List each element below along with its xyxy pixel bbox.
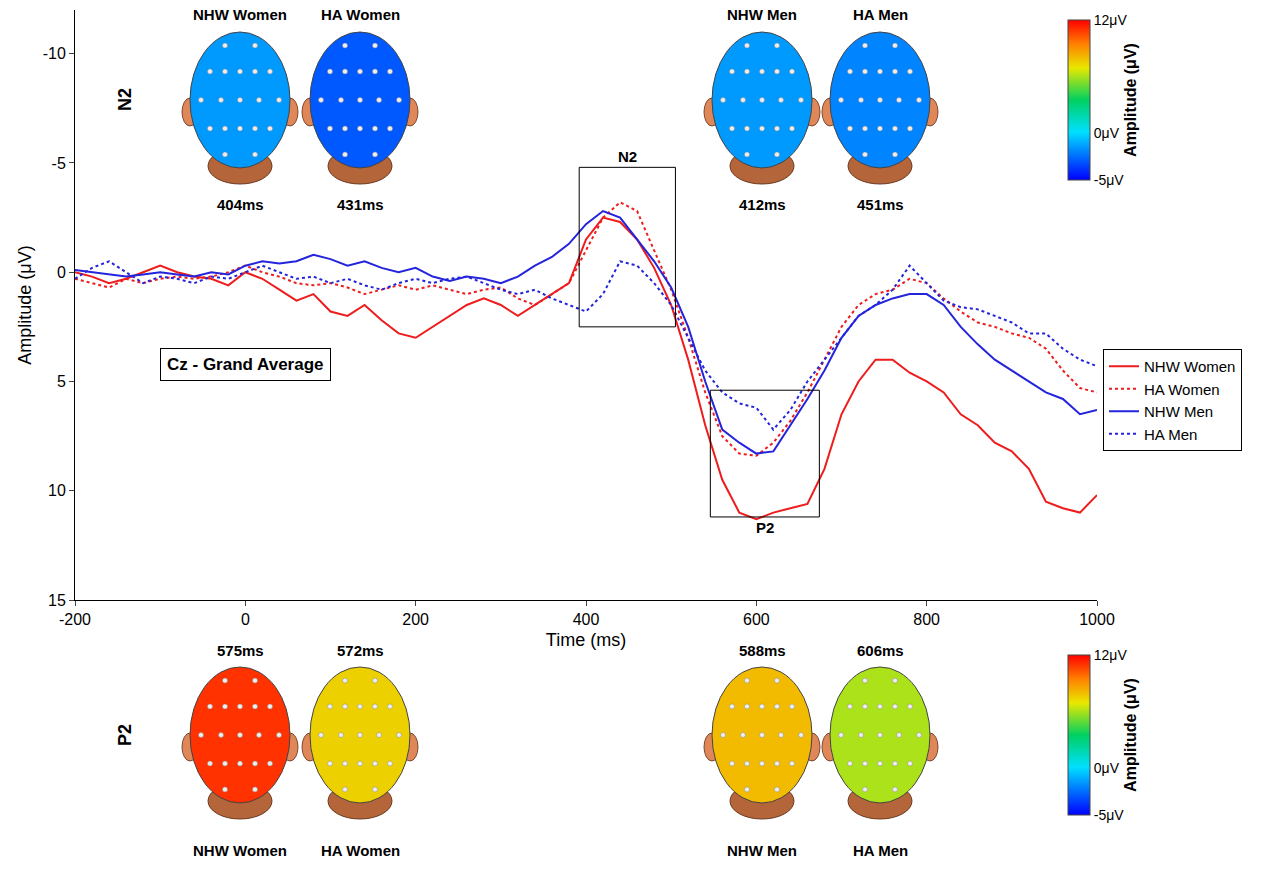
svg-text:1000: 1000 — [1079, 611, 1115, 628]
svg-text:-5μV: -5μV — [1094, 807, 1125, 823]
svg-text:400: 400 — [573, 611, 600, 628]
svg-text:575ms: 575ms — [217, 642, 264, 659]
svg-text:HA Women: HA Women — [321, 6, 400, 23]
svg-text:412ms: 412ms — [739, 196, 786, 213]
svg-text:Amplitude (μV): Amplitude (μV) — [15, 245, 35, 364]
svg-text:N2: N2 — [115, 88, 135, 111]
svg-text:NHW Men: NHW Men — [727, 6, 797, 23]
svg-text:Cz - Grand Average: Cz - Grand Average — [167, 355, 324, 374]
svg-text:0μV: 0μV — [1094, 760, 1120, 776]
svg-text:HA Men: HA Men — [853, 842, 908, 859]
svg-text:-5: -5 — [52, 155, 66, 172]
svg-text:P2: P2 — [756, 519, 774, 536]
svg-text:NHW Women: NHW Women — [1144, 358, 1235, 375]
svg-text:-200: -200 — [59, 611, 91, 628]
svg-text:HA Men: HA Men — [853, 6, 908, 23]
svg-text:-5μV: -5μV — [1094, 172, 1125, 188]
svg-text:572ms: 572ms — [337, 642, 384, 659]
svg-text:200: 200 — [402, 611, 429, 628]
svg-text:600: 600 — [743, 611, 770, 628]
svg-text:5: 5 — [57, 373, 66, 390]
svg-text:N2: N2 — [618, 148, 637, 165]
svg-text:431ms: 431ms — [337, 196, 384, 213]
svg-text:404ms: 404ms — [217, 196, 264, 213]
svg-text:588ms: 588ms — [739, 642, 786, 659]
svg-text:0μV: 0μV — [1094, 125, 1120, 141]
svg-text:HA Women: HA Women — [1144, 381, 1220, 398]
svg-text:HA Women: HA Women — [321, 842, 400, 859]
svg-text:451ms: 451ms — [857, 196, 904, 213]
svg-text:NHW Men: NHW Men — [727, 842, 797, 859]
svg-text:NHW Men: NHW Men — [1144, 403, 1213, 420]
svg-text:0: 0 — [241, 611, 250, 628]
svg-text:0: 0 — [57, 264, 66, 281]
svg-text:-10: -10 — [43, 45, 66, 62]
svg-text:15: 15 — [48, 592, 66, 609]
svg-text:10: 10 — [48, 482, 66, 499]
svg-text:606ms: 606ms — [857, 642, 904, 659]
svg-text:12μV: 12μV — [1094, 647, 1128, 663]
svg-text:Time (ms): Time (ms) — [546, 630, 626, 650]
svg-text:800: 800 — [913, 611, 940, 628]
svg-text:P2: P2 — [115, 724, 135, 746]
svg-text:NHW Women: NHW Women — [193, 6, 287, 23]
svg-text:Amplitude (μV): Amplitude (μV) — [1122, 43, 1139, 157]
svg-text:Amplitude (μV): Amplitude (μV) — [1122, 678, 1139, 792]
svg-text:12μV: 12μV — [1094, 12, 1128, 28]
svg-text:HA Men: HA Men — [1144, 426, 1197, 443]
svg-text:NHW Women: NHW Women — [193, 842, 287, 859]
